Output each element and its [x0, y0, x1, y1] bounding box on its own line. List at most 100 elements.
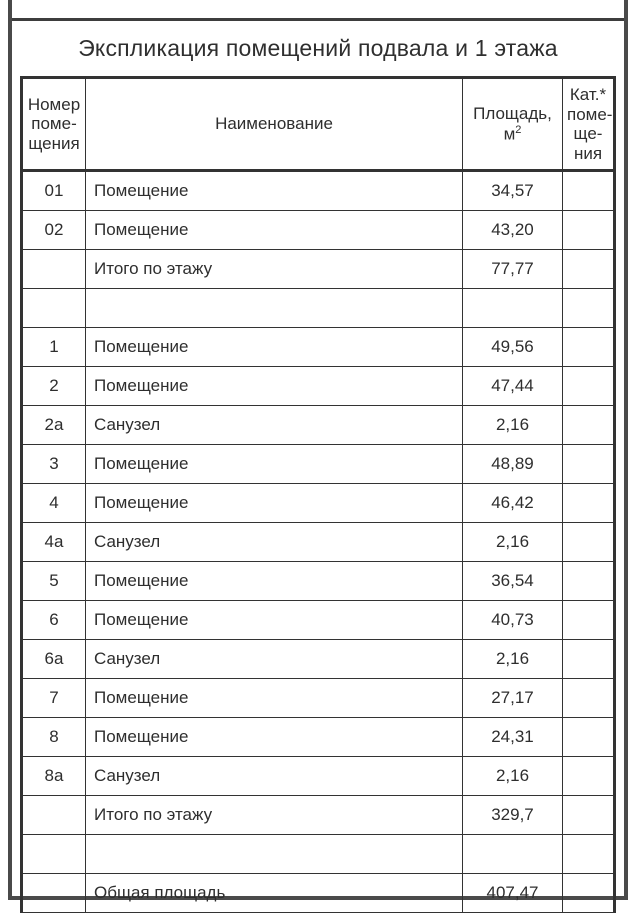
cell-area: 24,31 [463, 718, 563, 757]
cell-category [563, 874, 615, 913]
cell-area [463, 289, 563, 328]
table-row [22, 835, 615, 874]
cell-number: 6а [22, 640, 86, 679]
cell-name [86, 835, 463, 874]
cell-category [563, 757, 615, 796]
explication-table: Номерпоме-щения Наименование Площадь, м2… [20, 76, 616, 913]
cell-number: 8 [22, 718, 86, 757]
table-row: Итого по этажу77,77 [22, 250, 615, 289]
col-header-category-text: Кат.*поме-ще-ния [567, 85, 609, 163]
cell-number: 2 [22, 367, 86, 406]
cell-category [563, 523, 615, 562]
table-row: 4аСанузел2,16 [22, 523, 615, 562]
cell-name: Санузел [86, 523, 463, 562]
cell-number [22, 289, 86, 328]
area-label-line1: Площадь, [473, 104, 552, 123]
table-row: 6Помещение40,73 [22, 601, 615, 640]
col-header-area-text: Площадь, м2 [467, 104, 558, 144]
cell-category [563, 640, 615, 679]
cell-area [463, 835, 563, 874]
cell-name: Помещение [86, 601, 463, 640]
cell-category [563, 445, 615, 484]
table-body: 01Помещение34,5702Помещение43,20Итого по… [22, 171, 615, 913]
col-header-name: Наименование [86, 78, 463, 171]
cell-name: Итого по этажу [86, 250, 463, 289]
table-row: 8Помещение24,31 [22, 718, 615, 757]
col-header-name-text: Наименование [215, 114, 333, 133]
col-header-number-text: Номерпоме-щения [27, 95, 81, 154]
cell-name: Санузел [86, 406, 463, 445]
cell-number: 7 [22, 679, 86, 718]
area-unit-sup: 2 [515, 124, 521, 136]
cell-area: 2,16 [463, 640, 563, 679]
cell-number [22, 835, 86, 874]
cell-area: 329,7 [463, 796, 563, 835]
cell-name: Помещение [86, 718, 463, 757]
cell-number [22, 874, 86, 913]
cell-category [563, 367, 615, 406]
cell-area: 2,16 [463, 757, 563, 796]
cell-name: Помещение [86, 484, 463, 523]
cell-category [563, 718, 615, 757]
col-header-category: Кат.*поме-ще-ния [563, 78, 615, 171]
page-title: Экспликация помещений подвала и 1 этажа [12, 35, 624, 62]
cell-name: Общая площадь [86, 874, 463, 913]
cell-area: 2,16 [463, 523, 563, 562]
cell-number: 3 [22, 445, 86, 484]
table-row: 3Помещение48,89 [22, 445, 615, 484]
cell-name [86, 289, 463, 328]
cell-number: 4а [22, 523, 86, 562]
cell-area: 2,16 [463, 406, 563, 445]
cell-area: 43,20 [463, 211, 563, 250]
table-row: 01Помещение34,57 [22, 171, 615, 211]
cell-area: 34,57 [463, 171, 563, 211]
cell-area: 48,89 [463, 445, 563, 484]
cell-name: Помещение [86, 445, 463, 484]
table-row: 6аСанузел2,16 [22, 640, 615, 679]
cell-number: 02 [22, 211, 86, 250]
cell-category [563, 171, 615, 211]
cell-category [563, 211, 615, 250]
cell-number [22, 796, 86, 835]
cell-area: 77,77 [463, 250, 563, 289]
cell-name: Помещение [86, 171, 463, 211]
cell-name: Санузел [86, 640, 463, 679]
table-row: Итого по этажу329,7 [22, 796, 615, 835]
cell-name: Санузел [86, 757, 463, 796]
cell-name: Помещение [86, 328, 463, 367]
area-unit-m: м [504, 124, 516, 143]
cell-area: 40,73 [463, 601, 563, 640]
cell-category [563, 328, 615, 367]
cell-name: Итого по этажу [86, 796, 463, 835]
table-row: 5Помещение36,54 [22, 562, 615, 601]
cell-category [563, 250, 615, 289]
cell-area: 46,42 [463, 484, 563, 523]
cell-name: Помещение [86, 211, 463, 250]
table-row: 1Помещение49,56 [22, 328, 615, 367]
cell-area: 407,47 [463, 874, 563, 913]
page: Экспликация помещений подвала и 1 этажа … [0, 0, 644, 900]
cell-area: 27,17 [463, 679, 563, 718]
cell-category [563, 484, 615, 523]
table-header-row: Номерпоме-щения Наименование Площадь, м2… [22, 78, 615, 171]
top-rule [12, 2, 624, 21]
cell-number: 2а [22, 406, 86, 445]
table-row: 4Помещение46,42 [22, 484, 615, 523]
col-header-number: Номерпоме-щения [22, 78, 86, 171]
cell-area: 47,44 [463, 367, 563, 406]
cell-number: 5 [22, 562, 86, 601]
cell-category [563, 406, 615, 445]
cell-category [563, 601, 615, 640]
outer-frame: Экспликация помещений подвала и 1 этажа … [8, 0, 628, 900]
col-header-area: Площадь, м2 [463, 78, 563, 171]
cell-name: Помещение [86, 679, 463, 718]
table-row: Общая площадь407,47 [22, 874, 615, 913]
table-row [22, 289, 615, 328]
cell-number: 6 [22, 601, 86, 640]
cell-area: 49,56 [463, 328, 563, 367]
table-row: 8аСанузел2,16 [22, 757, 615, 796]
cell-number: 01 [22, 171, 86, 211]
cell-category [563, 562, 615, 601]
cell-area: 36,54 [463, 562, 563, 601]
cell-category [563, 289, 615, 328]
